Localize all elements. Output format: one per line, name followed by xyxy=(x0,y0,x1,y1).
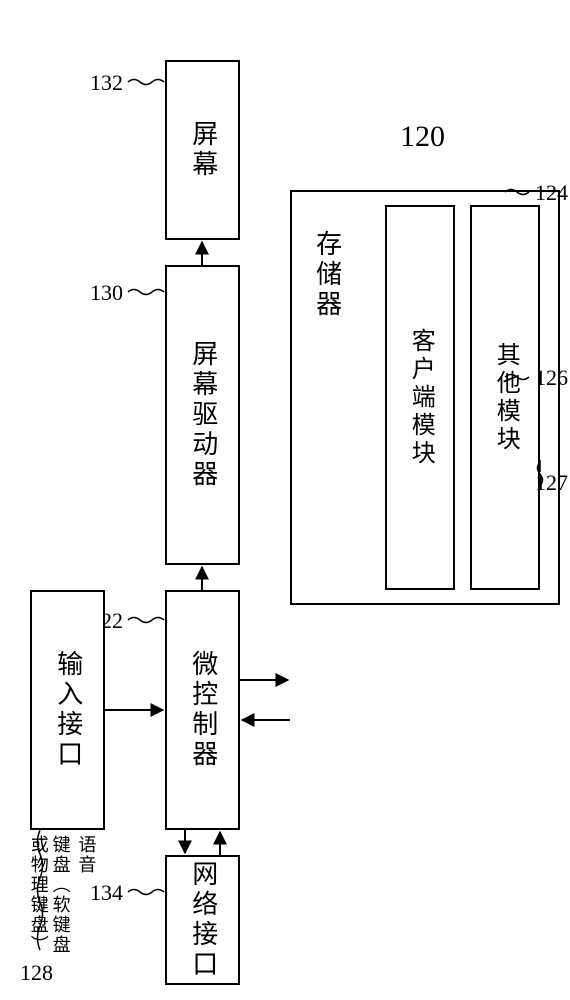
node-input-interface-label: 输入接口 xyxy=(53,650,82,770)
ref-screen-driver: 130 xyxy=(90,280,123,306)
ref-screen: 132 xyxy=(90,70,123,96)
input-side-note: 或物理键盘） 键盘（软键盘 语音 xyxy=(28,835,95,955)
node-other-module: 其他模块 xyxy=(470,205,540,590)
side-note-line-2: 或物理键盘） xyxy=(28,835,48,955)
side-note-line-1: 键盘（软键盘 xyxy=(50,835,70,955)
diagram-main-ref: 120 xyxy=(400,120,445,154)
node-memory-label: 存储器 xyxy=(312,230,341,320)
node-network-interface: 网络接口 xyxy=(165,855,240,985)
node-screen-driver: 屏幕驱动器 xyxy=(165,265,240,565)
diagram-canvas: 120 屏幕 132 屏幕驱动器 130 微控制器 122 网络接口 134 输… xyxy=(0,0,570,1000)
node-other-module-label: 其他模块 xyxy=(492,342,518,454)
side-note-line-0: 语音 xyxy=(76,835,96,955)
node-microcontroller: 微控制器 xyxy=(165,590,240,830)
node-input-interface: 输入接口 xyxy=(30,590,105,830)
node-network-interface-label: 网络接口 xyxy=(188,860,217,980)
node-microcontroller-label: 微控制器 xyxy=(188,650,217,770)
node-screen: 屏幕 xyxy=(165,60,240,240)
ref-memory: 124 xyxy=(535,180,568,206)
node-screen-label: 屏幕 xyxy=(188,120,217,180)
node-client-module: 客户端模块 xyxy=(385,205,455,590)
node-screen-driver-label: 屏幕驱动器 xyxy=(188,340,217,490)
node-client-module-label: 客户端模块 xyxy=(407,328,433,468)
ref-other-module: 127 xyxy=(535,470,568,496)
ref-input-interface: 128 xyxy=(20,960,53,986)
node-memory-label-wrap: 存储器 xyxy=(312,230,341,327)
